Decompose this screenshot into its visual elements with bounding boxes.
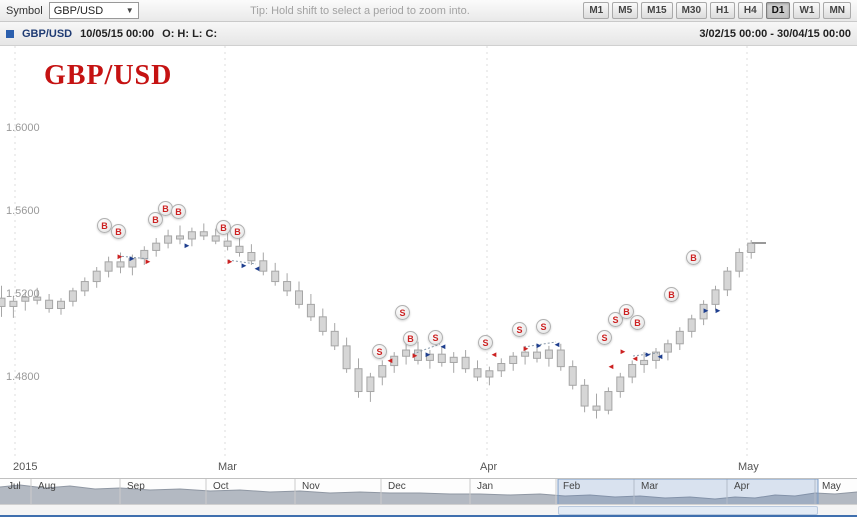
- navigator-month-feb: Feb: [563, 481, 581, 492]
- sell-marker: S: [478, 335, 493, 350]
- navigator-month-mar: Mar: [641, 481, 659, 492]
- timeframe-button-h4[interactable]: H4: [737, 2, 763, 19]
- buy-arrow-icon: ►: [644, 350, 652, 359]
- timeframe-buttons: M1 M5 M15 M30 H1 H4 D1 W1 MN: [583, 2, 851, 19]
- sell-marker: S: [372, 344, 387, 359]
- y-axis-label: 1.4800: [6, 371, 40, 383]
- navigator-month-nov: Nov: [302, 481, 320, 492]
- sell-arrow-icon: ►: [144, 257, 152, 266]
- buy-arrow-icon: ◄: [253, 264, 261, 273]
- header-datetime: 10/05/15 00:00: [80, 27, 155, 40]
- buy-marker: B: [111, 224, 126, 239]
- symbol-label: Symbol: [6, 4, 43, 17]
- sell-marker: S: [395, 305, 410, 320]
- scrollbar-thumb[interactable]: [558, 506, 818, 515]
- sell-marker: S: [597, 330, 612, 345]
- timeframe-button-m15[interactable]: M15: [641, 2, 673, 19]
- top-toolbar: Symbol GBP/USD ▼ Tip: Hold shift to sele…: [0, 0, 857, 22]
- timeframe-button-h1[interactable]: H1: [710, 2, 735, 19]
- buy-marker: B: [97, 218, 112, 233]
- buy-arrow-icon: ◄: [656, 352, 664, 361]
- symbol-dropdown-value: GBP/USD: [53, 4, 104, 17]
- buy-arrow-icon: ►: [702, 306, 710, 315]
- navigator-month-apr: Apr: [734, 481, 750, 492]
- sell-arrow-icon: ►: [619, 347, 627, 356]
- x-axis: 2015 Mar Apr May: [0, 458, 857, 478]
- tip-text: Tip: Hold shift to select a period to zo…: [250, 4, 470, 17]
- buy-marker: B: [230, 224, 245, 239]
- sell-arrow-icon: ►: [116, 252, 124, 261]
- sell-marker: S: [608, 312, 623, 327]
- navigator-month-jan: Jan: [477, 481, 494, 492]
- scrollbar[interactable]: [0, 504, 857, 517]
- candlestick-plot: [0, 46, 766, 458]
- navigator-overview: [0, 479, 857, 505]
- x-axis-label-mar: Mar: [218, 461, 237, 473]
- header-ohlc-label: O: H: L: C:: [162, 27, 218, 40]
- buy-arrow-icon: ►: [714, 306, 722, 315]
- sell-marker: S: [428, 330, 443, 345]
- y-axis-label: 1.5600: [6, 205, 40, 217]
- sell-arrow-icon: ◄: [631, 354, 639, 363]
- y-axis-label: 1.5200: [6, 288, 40, 300]
- timeframe-button-mn[interactable]: MN: [823, 2, 851, 19]
- buy-arrow-icon: ►: [424, 350, 432, 359]
- chart-header: GBP/USD 10/05/15 00:00 O: H: L: C: 3/02/…: [0, 22, 857, 46]
- x-axis-label-year: 2015: [13, 461, 38, 473]
- buy-marker: B: [664, 287, 679, 302]
- x-axis-label-may: May: [738, 461, 759, 473]
- buy-arrow-icon: ◄: [439, 342, 447, 351]
- x-axis-label-apr: Apr: [480, 461, 498, 473]
- buy-marker: B: [619, 304, 634, 319]
- buy-arrow-icon: ►: [183, 241, 191, 250]
- buy-marker: B: [686, 250, 701, 265]
- buy-marker: B: [171, 204, 186, 219]
- watermark: GBP/USD: [44, 60, 173, 91]
- navigator-month-dec: Dec: [388, 481, 406, 492]
- buy-marker: B: [630, 315, 645, 330]
- buy-arrow-icon: ►: [128, 254, 136, 263]
- timeframe-button-m5[interactable]: M5: [612, 2, 639, 19]
- symbol-dropdown[interactable]: GBP/USD ▼: [48, 2, 139, 19]
- timeframe-button-m30[interactable]: M30: [675, 2, 708, 19]
- navigator-month-aug: Aug: [38, 481, 56, 492]
- buy-arrow-icon: ◄: [553, 340, 561, 349]
- header-date-range: 3/02/15 00:00 - 30/04/15 00:00: [699, 27, 851, 40]
- timeframe-button-m1[interactable]: M1: [583, 2, 610, 19]
- navigator-month-jul: Jul: [8, 481, 21, 492]
- navigator-month-sep: Sep: [127, 481, 145, 492]
- sell-arrow-icon: ◄: [386, 356, 394, 365]
- navigator[interactable]: Jul Aug Sep Oct Nov Dec Jan Feb Mar Apr …: [0, 478, 857, 505]
- sell-arrow-icon: ◄: [607, 362, 615, 371]
- chevron-down-icon: ▼: [125, 6, 134, 15]
- timeframe-button-d1[interactable]: D1: [765, 2, 791, 19]
- navigator-month-oct: Oct: [213, 481, 229, 492]
- sell-marker: S: [536, 319, 551, 334]
- scrollbar-position-line: [0, 515, 857, 517]
- navigator-selection[interactable]: [557, 479, 819, 505]
- buy-marker: B: [403, 331, 418, 346]
- buy-arrow-icon: ►: [240, 261, 248, 270]
- sell-marker: S: [512, 322, 527, 337]
- buy-marker: B: [216, 220, 231, 235]
- buy-marker: B: [148, 212, 163, 227]
- header-symbol: GBP/USD: [22, 27, 73, 40]
- timeframe-button-w1[interactable]: W1: [793, 2, 821, 19]
- sell-arrow-icon: ►: [522, 344, 530, 353]
- buy-arrow-icon: ►: [535, 341, 543, 350]
- sell-arrow-icon: ►: [411, 351, 419, 360]
- navigator-month-may: May: [822, 481, 841, 492]
- series-legend-icon: [6, 29, 14, 38]
- sell-arrow-icon: ►: [226, 257, 234, 266]
- sell-arrow-icon: ◄: [490, 350, 498, 359]
- y-axis-label: 1.6000: [6, 122, 40, 134]
